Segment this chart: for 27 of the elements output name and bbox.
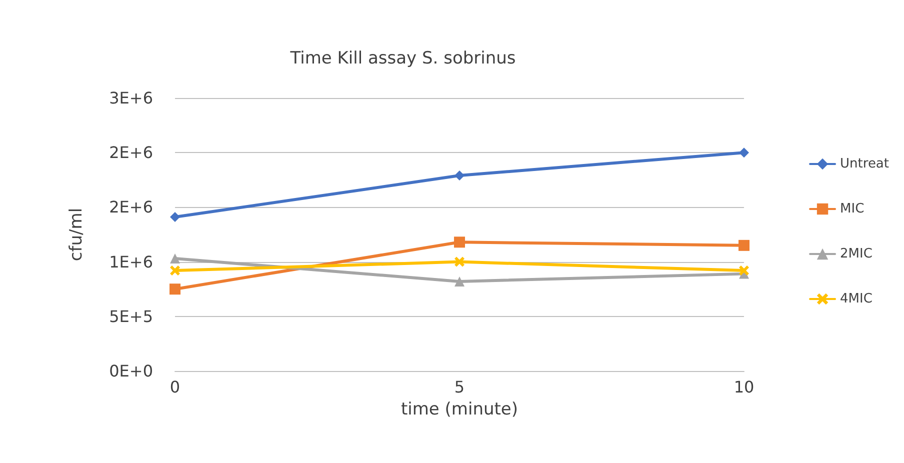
point — [170, 284, 180, 295]
point — [738, 240, 750, 251]
point — [454, 170, 464, 181]
chart-title: Time Kill assay S. sobrinus — [289, 48, 516, 68]
x-tick-label: 10 — [734, 378, 754, 396]
y-tick-label: 5E+5 — [109, 306, 153, 326]
legend-label: MIC — [840, 202, 864, 216]
y-tick-label: 1E+6 — [109, 252, 153, 272]
y-tick-label: 0E+0 — [109, 362, 153, 380]
point — [454, 236, 465, 248]
y-tick-label: 2E+6 — [109, 143, 153, 162]
x-tick-label: 0 — [170, 378, 180, 396]
point — [739, 266, 749, 276]
y-tick-label: 3E+6 — [109, 88, 153, 108]
x-tick-label: 5 — [454, 378, 465, 396]
y-axis-title: cfu/ml — [66, 208, 86, 262]
point — [170, 212, 180, 222]
legend-label: 2MIC — [840, 246, 872, 262]
point — [170, 254, 180, 264]
x-axis-title: time (minute) — [400, 400, 518, 420]
legend-label: Untreat — [840, 156, 890, 172]
legend-label: 4MIC — [840, 292, 872, 306]
point — [739, 148, 749, 158]
point — [454, 256, 464, 267]
y-tick-label: 2E+6 — [109, 198, 153, 217]
point — [170, 266, 180, 276]
point — [454, 276, 464, 286]
